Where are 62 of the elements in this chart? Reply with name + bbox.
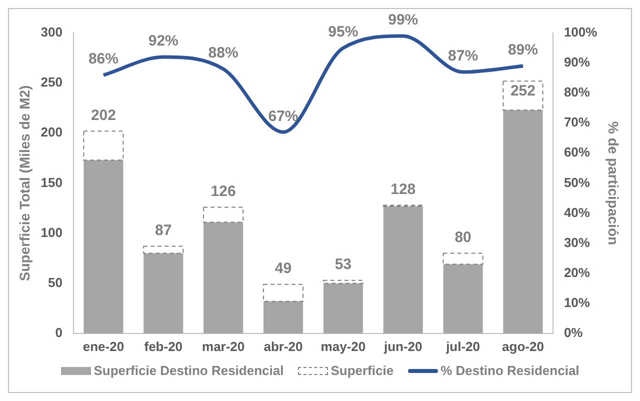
y-tick-label: 150 (40, 174, 62, 190)
data-label: 86% (88, 50, 118, 68)
y-tick-label: 300 (40, 24, 62, 40)
y-tick-label: 250 (40, 74, 62, 90)
bar (203, 206, 244, 223)
total-label: 53 (334, 256, 352, 273)
y2-tick-label: 20% (564, 264, 590, 280)
y-tick-label: 100 (40, 224, 62, 240)
x-tick-label: ene-20 (82, 338, 124, 354)
bar (503, 110, 543, 334)
y2-tick-label: 100% (564, 24, 598, 40)
total-label: 252 (510, 82, 536, 100)
total-label: 80 (454, 228, 472, 246)
bar (323, 283, 363, 334)
y2-axis-title: % de participación (606, 121, 622, 246)
y2-tick-label: 10% (564, 294, 590, 310)
y2-tick-label: 40% (564, 204, 590, 220)
total-label: 87 (155, 222, 172, 239)
total-label: 49 (274, 260, 292, 277)
total-label: 202 (90, 106, 116, 124)
total-label: 126 (210, 182, 236, 200)
x-tick-label: may-20 (320, 338, 366, 354)
y2-tick-label: 70% (564, 114, 590, 130)
y2-tick-label: 50% (564, 174, 590, 190)
bar (442, 252, 484, 265)
legend-label: % Destino Residencial (440, 363, 580, 378)
legend-label: Superficie Destino Residencial (94, 363, 284, 378)
data-label: 95% (328, 24, 358, 41)
x-tick-label: mar-20 (202, 338, 245, 354)
x-tick-label: feb-20 (144, 338, 183, 354)
bar (143, 246, 184, 254)
y2-tick-label: 80% (564, 84, 590, 100)
x-tick-label: jun-20 (382, 338, 422, 354)
bar (502, 80, 544, 111)
y-axis-title: Superficie Total (Miles de M2) (16, 85, 32, 282)
bar (204, 222, 244, 334)
data-label: 87% (448, 48, 478, 65)
data-label: 88% (208, 44, 238, 62)
data-label: 92% (148, 32, 178, 50)
bar (144, 253, 184, 334)
y2-tick-label: 90% (564, 54, 590, 70)
y-tick-label: 200 (40, 124, 62, 140)
bar (263, 301, 304, 334)
bar (83, 130, 124, 161)
data-label: 89% (508, 42, 538, 59)
total-label: 128 (390, 180, 416, 198)
legend-label: Superficie (330, 363, 394, 378)
y-tick-label: 50 (48, 274, 62, 290)
x-tick-label: ago-20 (502, 338, 544, 354)
bar (84, 160, 124, 334)
x-tick-label: abr-20 (264, 338, 303, 354)
y2-tick-label: 60% (564, 144, 590, 160)
y2-tick-label: 0% (564, 324, 584, 340)
y2-tick-label: 30% (564, 234, 590, 250)
x-tick-label: jul-20 (445, 338, 480, 354)
data-label: 67% (268, 108, 298, 125)
y-tick-label: 0 (55, 324, 62, 340)
bar (383, 206, 423, 334)
bar (443, 264, 483, 334)
bar (262, 284, 304, 302)
bar (322, 280, 364, 284)
data-label: 99% (388, 12, 418, 29)
